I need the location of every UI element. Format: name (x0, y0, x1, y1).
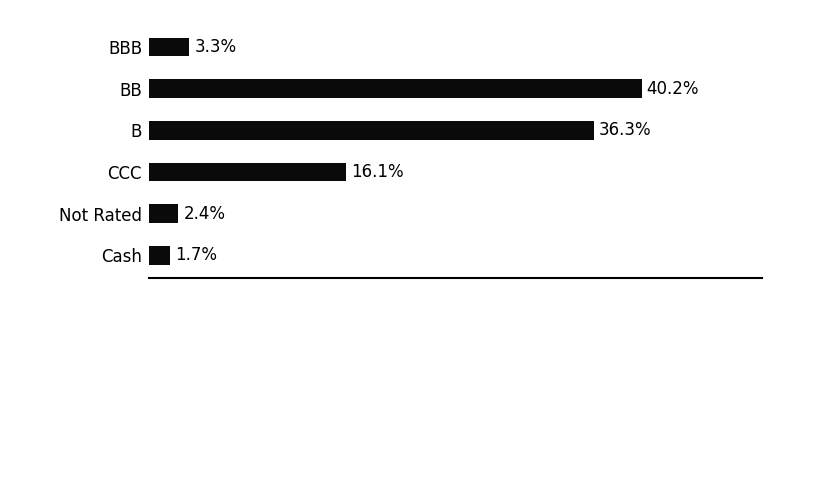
Text: 36.3%: 36.3% (598, 121, 651, 139)
Bar (149, 37, 189, 56)
Bar (149, 246, 170, 265)
Text: 3.3%: 3.3% (194, 38, 237, 56)
Text: 1.7%: 1.7% (174, 246, 217, 264)
Bar (149, 163, 346, 181)
Bar (149, 79, 641, 98)
Text: 2.4%: 2.4% (183, 205, 225, 223)
Text: 40.2%: 40.2% (646, 80, 698, 97)
Bar (149, 121, 593, 140)
Text: 16.1%: 16.1% (351, 163, 404, 181)
Bar (149, 204, 179, 223)
